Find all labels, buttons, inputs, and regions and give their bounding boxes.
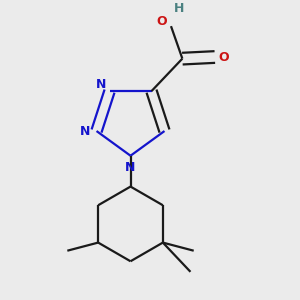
Text: O: O xyxy=(219,50,229,64)
Text: N: N xyxy=(96,78,106,91)
Text: O: O xyxy=(157,15,167,28)
Text: N: N xyxy=(125,160,136,174)
Text: N: N xyxy=(80,124,90,137)
Text: H: H xyxy=(174,2,184,15)
